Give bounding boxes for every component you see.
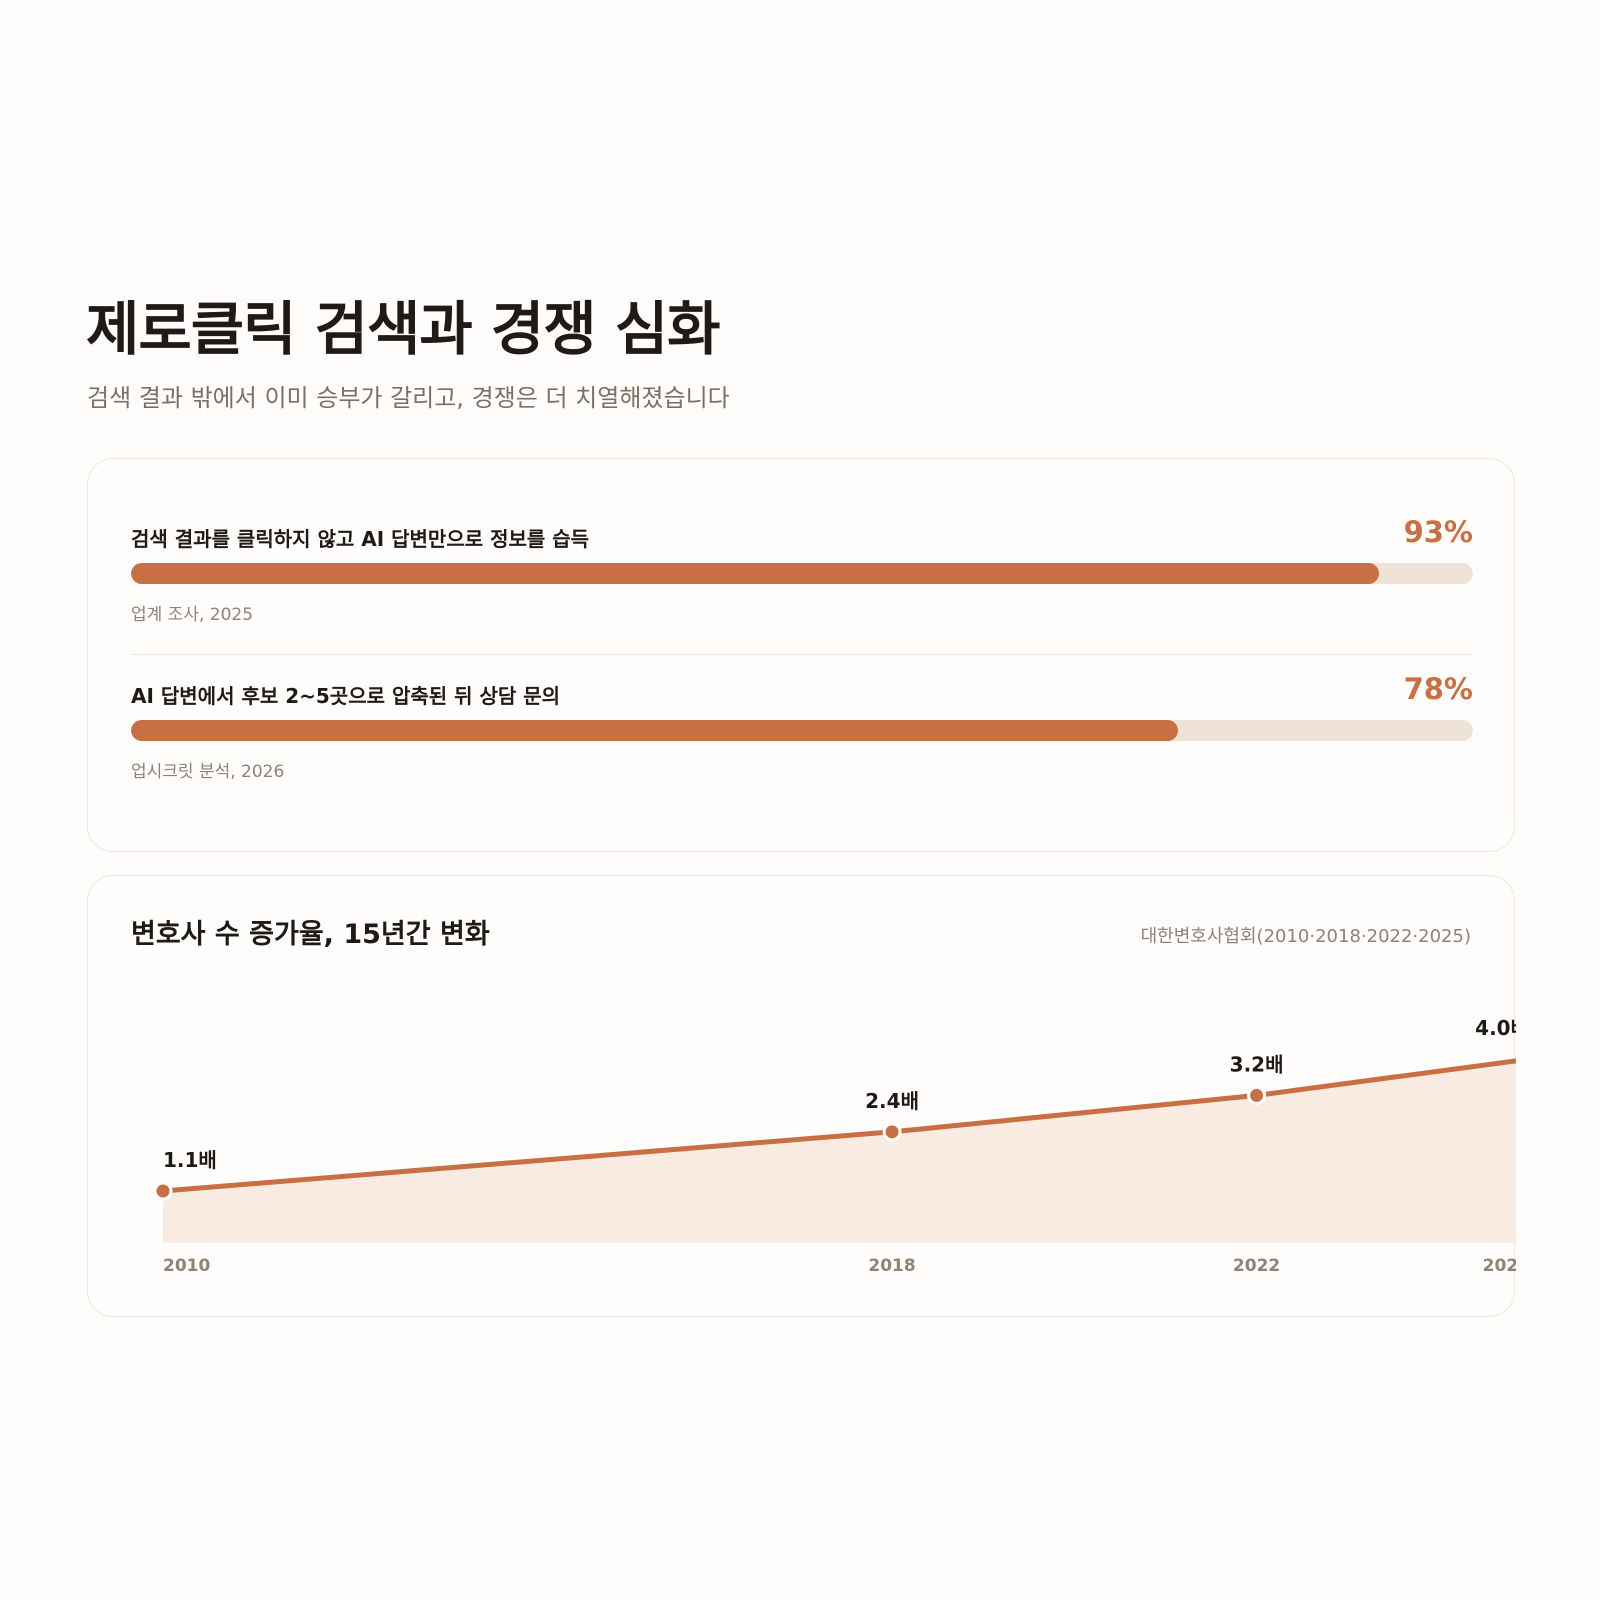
data-point: [1247, 1085, 1267, 1105]
data-label: 2.4배: [865, 1089, 919, 1113]
area-fill: [163, 1060, 1516, 1243]
progress-track: [131, 563, 1473, 584]
series-line: [160, 1058, 1516, 1194]
stat-label: 검색 결과를 클릭하지 않고 AI 답변만으로 정보를 습득: [131, 527, 590, 551]
page-title: 제로클릭 검색과 경쟁 심화: [86, 295, 721, 363]
stat-source: 업시크릿 분석, 2026: [131, 762, 285, 782]
x-tick-label: 2010: [163, 1256, 210, 1276]
data-label: 3.2배: [1230, 1052, 1284, 1076]
chart-source: 대한변호사협회(2010·2018·2022·2025): [1140, 926, 1471, 947]
divider: [131, 654, 1473, 655]
stat-source: 업계 조사, 2025: [131, 605, 254, 625]
x-tick-label: 2018: [868, 1256, 915, 1276]
stat-value: 93%: [1403, 515, 1473, 549]
x-tick-label: 2022: [1233, 1256, 1280, 1276]
line-chart: 1.1배 2010 2.4배 2018 3.2배 2022 4.0배 2025: [153, 1016, 1516, 1276]
stat-label: AI 답변에서 후보 2~5곳으로 압축된 뒤 상담 문의: [131, 684, 561, 708]
data-point: [153, 1181, 173, 1201]
x-tick-label: 2025: [1483, 1256, 1516, 1276]
data-label: 1.1배: [163, 1148, 217, 1172]
stats-card: 검색 결과를 클릭하지 않고 AI 답변만으로 정보를 습득 93% 업계 조사…: [87, 458, 1515, 852]
progress-fill: [131, 563, 1380, 584]
progress-fill: [131, 720, 1178, 741]
data-point: [882, 1122, 902, 1142]
data-label: 4.0배: [1475, 1016, 1516, 1040]
page-subtitle: 검색 결과 밖에서 이미 승부가 갈리고, 경쟁은 더 치열해졌습니다: [87, 384, 730, 412]
stat-value: 78%: [1403, 672, 1473, 706]
progress-track: [131, 720, 1473, 741]
chart-card: 변호사 수 증가율, 15년간 변화 대한변호사협회(2010·2018·202…: [87, 875, 1516, 1317]
chart-title: 변호사 수 증가율, 15년간 변화: [131, 919, 490, 950]
